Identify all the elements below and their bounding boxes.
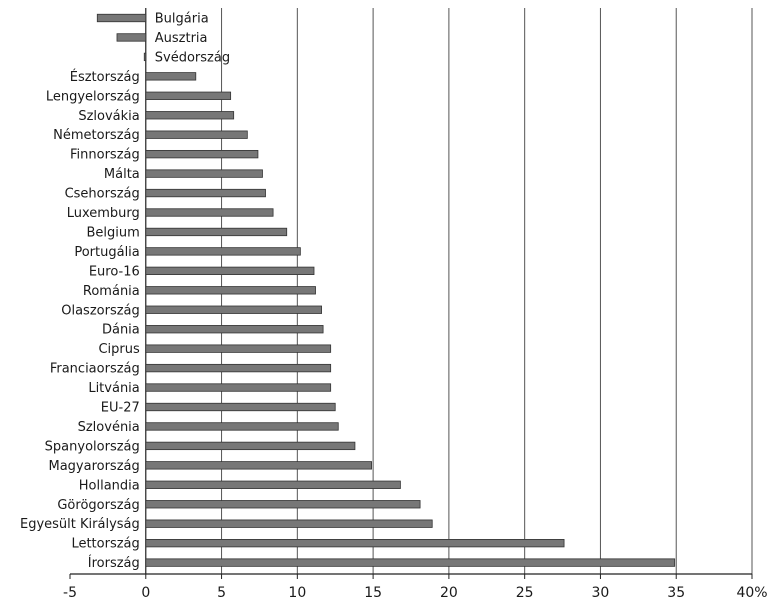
category-labels: Bulgária Ausztria Svédország Észtország Leng… bbox=[20, 12, 230, 572]
x-tick-label: 35 bbox=[667, 585, 685, 601]
bar bbox=[145, 539, 565, 548]
category-label: Szlovénia bbox=[78, 420, 140, 435]
x-tick-label: 25 bbox=[516, 585, 534, 601]
category-label: Írország bbox=[88, 555, 140, 571]
bars bbox=[96, 13, 676, 567]
bar bbox=[145, 91, 232, 100]
category-label: Lengyelország bbox=[46, 89, 140, 104]
category-label: Németország bbox=[53, 128, 140, 143]
bar bbox=[143, 52, 147, 62]
bar bbox=[145, 363, 332, 373]
category-label: Egyesült Királyság bbox=[20, 517, 140, 532]
category-label: Luxemburg bbox=[67, 206, 140, 221]
category-label: Euro-16 bbox=[89, 264, 140, 279]
bar bbox=[145, 558, 676, 567]
category-label: Ausztria bbox=[155, 31, 208, 46]
x-tick-label: 15 bbox=[364, 585, 382, 601]
bar bbox=[145, 266, 315, 276]
x-tick-labels: -5 0 5 10 15 20 25 30 35 40% bbox=[63, 574, 768, 601]
bar bbox=[145, 208, 274, 217]
bar bbox=[145, 325, 324, 334]
category-label: EU-27 bbox=[101, 401, 140, 416]
x-tick-label: 10 bbox=[288, 585, 306, 601]
bar bbox=[145, 188, 266, 198]
bar bbox=[145, 130, 248, 139]
bar bbox=[145, 422, 339, 431]
category-label: Hollandia bbox=[79, 478, 140, 493]
category-label: Csehország bbox=[65, 187, 140, 202]
x-tick-label: 20 bbox=[440, 585, 458, 601]
category-label: Görögország bbox=[57, 498, 139, 513]
category-label: Szlovákia bbox=[78, 109, 139, 124]
bar bbox=[145, 72, 197, 81]
bar bbox=[145, 286, 316, 295]
bar bbox=[145, 111, 235, 120]
bar bbox=[145, 344, 332, 353]
category-label: Franciaország bbox=[50, 362, 140, 377]
category-label: Málta bbox=[104, 167, 140, 182]
category-label: Spanyolország bbox=[45, 439, 140, 454]
category-label: Svédország bbox=[155, 50, 230, 65]
x-tick-label: 40% bbox=[736, 585, 767, 601]
x-tick-label: 0 bbox=[141, 585, 150, 601]
x-tick-label: 5 bbox=[217, 585, 226, 601]
category-label: Finnország bbox=[70, 148, 140, 163]
bar bbox=[145, 500, 421, 509]
category-label: Portugália bbox=[74, 245, 139, 260]
x-tick-label: 30 bbox=[592, 585, 610, 601]
bar bbox=[145, 461, 372, 470]
bar bbox=[145, 480, 401, 489]
category-label: Olaszország bbox=[61, 303, 140, 318]
category-label: Magyarország bbox=[48, 459, 139, 474]
bar bbox=[145, 305, 322, 314]
category-label: Ciprus bbox=[98, 342, 140, 357]
category-label: Románia bbox=[83, 284, 140, 299]
x-tick-label: -5 bbox=[63, 585, 77, 601]
bar bbox=[116, 33, 147, 42]
category-label: Belgium bbox=[86, 225, 139, 240]
bar bbox=[145, 247, 301, 256]
category-label: Litvánia bbox=[88, 381, 139, 396]
category-label: Bulgária bbox=[155, 12, 209, 27]
category-label: Dánia bbox=[102, 323, 140, 338]
category-label: Lettország bbox=[71, 537, 139, 552]
bar bbox=[145, 519, 433, 528]
bar bbox=[96, 13, 147, 23]
bar bbox=[145, 402, 336, 412]
bar bbox=[145, 383, 332, 392]
category-label: Észtország bbox=[70, 69, 140, 85]
bar bbox=[145, 169, 263, 178]
bar bbox=[145, 441, 356, 451]
bar bbox=[145, 227, 288, 237]
bar bbox=[145, 149, 259, 159]
